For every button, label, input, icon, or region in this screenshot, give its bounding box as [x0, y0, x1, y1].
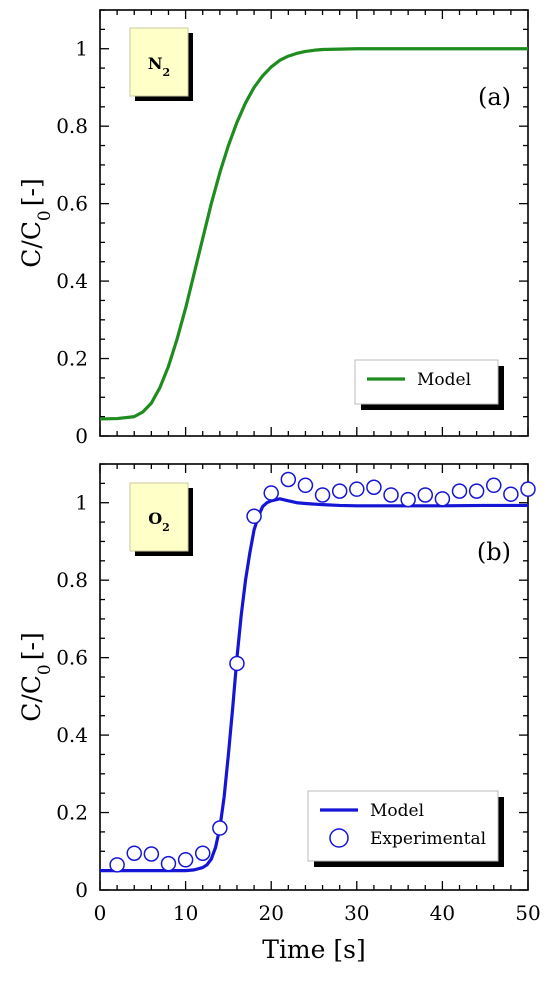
series-line-model	[99, 47, 528, 421]
data-point-experimental	[246, 508, 262, 525]
data-point-experimental	[126, 845, 142, 861]
data-point-experimental	[503, 486, 519, 502]
panel-tag: (b)	[477, 538, 511, 566]
gas-label: O2	[148, 509, 170, 534]
y-tick-label: 0.2	[56, 347, 88, 371]
data-point-experimental	[366, 479, 382, 495]
y-tick-label: 1	[75, 491, 88, 515]
data-point-experimental	[143, 846, 160, 862]
gas-label: N2	[148, 54, 170, 79]
data-point-experimental	[109, 857, 125, 873]
data-point-experimental	[314, 487, 331, 503]
legend-entry: Experimental	[370, 829, 486, 849]
x-tick-label: 10	[173, 901, 198, 925]
legend-entry: Model	[417, 370, 471, 390]
data-point-experimental	[400, 491, 416, 508]
y-tick-label: 0.8	[56, 114, 88, 138]
gas-label-box	[129, 482, 189, 552]
y-tick-label: 0.6	[56, 192, 88, 216]
data-point-experimental	[331, 483, 348, 499]
data-point-experimental	[434, 491, 451, 507]
x-tick-label: 50	[515, 901, 540, 925]
y-tick-label: 0.4	[56, 723, 88, 747]
series-line-model	[100, 497, 528, 873]
y-tick-label: 1	[75, 37, 88, 61]
x-tick-label: 0	[94, 901, 107, 925]
data-point-experimental	[520, 481, 536, 497]
y-axis-label: C/C0[-]	[17, 178, 55, 267]
data-point-experimental	[263, 485, 279, 501]
y-tick-label: 0.6	[56, 646, 88, 670]
y-tick-label: 0.4	[56, 269, 88, 293]
data-point-experimental	[417, 487, 434, 503]
data-point-experimental	[451, 483, 468, 499]
gas-label-box	[129, 27, 189, 97]
data-point-experimental	[383, 487, 399, 503]
x-axis-label: Time [s]	[262, 935, 365, 964]
legend-box	[307, 790, 499, 862]
data-point-experimental	[280, 471, 297, 488]
y-tick-label: 0.8	[56, 568, 88, 592]
data-point-experimental	[212, 820, 228, 836]
data-point-experimental	[349, 481, 365, 497]
y-axis-label: C/C0[-]	[17, 632, 55, 721]
y-tick-label: 0	[75, 878, 88, 902]
y-tick-label: 0	[75, 424, 88, 448]
data-point-experimental	[229, 655, 245, 672]
legend-swatch-marker	[329, 828, 349, 848]
x-tick-label: 30	[344, 901, 369, 925]
legend-box	[354, 359, 499, 405]
data-point-experimental	[194, 845, 211, 861]
data-point-experimental	[160, 855, 177, 872]
x-tick-label: 40	[430, 901, 455, 925]
data-point-experimental	[177, 852, 194, 868]
panel-tag: (a)	[478, 83, 511, 111]
x-tick-label: 20	[258, 901, 283, 925]
data-point-experimental	[297, 477, 314, 494]
data-point-experimental	[486, 477, 502, 494]
chart-panel-a: 0 0.2 0.4 0.6 0.8 1 C/C0[-] N2 (a) Model	[17, 9, 529, 448]
legend-entry: Model	[370, 801, 424, 821]
y-tick-label: 0.2	[56, 801, 88, 825]
data-point-experimental	[468, 483, 485, 499]
